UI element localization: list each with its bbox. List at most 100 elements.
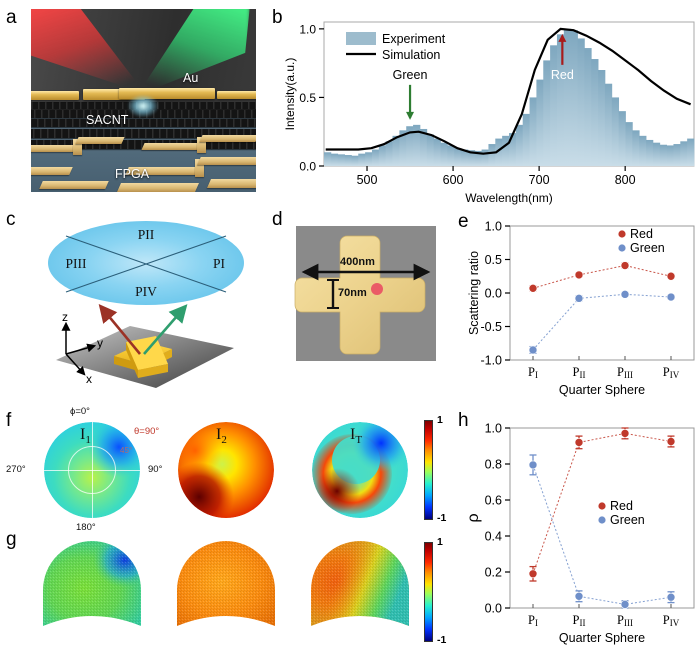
svg-text:-1.0: -1.0 bbox=[480, 354, 502, 368]
data-point-red bbox=[620, 427, 630, 440]
histogram-bar bbox=[440, 142, 448, 166]
spectrum-plot: 0.0 0.5 1.0 500 600 700 800 Wavelength(nm) Inten… bbox=[283, 21, 695, 205]
legend-label-red: Red bbox=[630, 227, 653, 241]
histogram-bar bbox=[454, 148, 462, 166]
histogram-bar bbox=[481, 149, 489, 166]
histogram-bar bbox=[399, 130, 407, 166]
svg-text:PI: PI bbox=[528, 613, 538, 628]
panel-e-chart: -1.0 -0.5 0.0 0.5 1.0 PI PII PIII PIV Quarter Sph… bbox=[462, 212, 700, 402]
y-axis-label: Scattering ratio bbox=[467, 251, 481, 335]
histogram-bar bbox=[502, 135, 510, 166]
svg-text:PII: PII bbox=[573, 613, 586, 628]
excitation-spot bbox=[371, 283, 383, 295]
angle-label-phi0: ϕ=0° bbox=[70, 406, 90, 417]
polar-map-I2 bbox=[178, 422, 274, 518]
histogram-bar bbox=[324, 152, 332, 166]
angle-label-90: 90° bbox=[148, 464, 163, 475]
legend-dot-red bbox=[618, 230, 626, 238]
panel-g-letter: g bbox=[6, 529, 17, 550]
svg-text:0.5: 0.5 bbox=[299, 91, 316, 105]
au-bar-center bbox=[83, 89, 145, 100]
panel-b-letter: b bbox=[272, 7, 283, 28]
legend-label-simulation: Simulation bbox=[382, 48, 440, 62]
histogram-bar bbox=[433, 138, 441, 166]
map-label-I2: I2 bbox=[216, 426, 227, 447]
histogram-bar bbox=[351, 155, 359, 166]
legend-swatch-experiment bbox=[346, 32, 376, 45]
au-bar-left bbox=[31, 91, 79, 100]
svg-text:PI: PI bbox=[528, 365, 538, 380]
histogram-bar bbox=[611, 97, 620, 166]
histogram-bar bbox=[556, 34, 565, 166]
histogram-bar bbox=[639, 135, 647, 166]
legend-label-green: Green bbox=[630, 241, 665, 255]
width-label: 70nm bbox=[338, 287, 367, 299]
colorbar-f bbox=[424, 420, 433, 520]
data-point-red bbox=[528, 284, 538, 293]
data-point-red bbox=[574, 270, 584, 280]
experiment-bars bbox=[324, 28, 695, 167]
histogram-bar bbox=[378, 145, 387, 166]
legend-label-red: Red bbox=[610, 499, 633, 513]
histogram-bar bbox=[687, 138, 695, 166]
histogram-bar bbox=[598, 70, 606, 166]
histogram-bar bbox=[543, 60, 551, 166]
data-point-red bbox=[666, 435, 676, 448]
legend-label-experiment: Experiment bbox=[382, 32, 446, 46]
histogram-bar bbox=[591, 59, 599, 166]
data-point-red bbox=[574, 435, 584, 450]
y-axis-label: ρ bbox=[465, 513, 482, 522]
svg-text:0.0: 0.0 bbox=[485, 602, 502, 616]
quarter-sphere-diagram: PII PI PIII PIV z y x bbox=[48, 221, 244, 388]
rho-plot: 0.0 0.2 0.4 0.6 0.8 1.0 PI PII PIII PIV Quarter Sp… bbox=[465, 422, 695, 645]
colorbar-g-max: 1 bbox=[437, 536, 443, 548]
au-bar-right bbox=[119, 88, 215, 99]
panel-b-chart: 0.0 0.5 1.0 500 600 700 800 Wavelength(nm) Inten… bbox=[280, 8, 698, 205]
hemisphere-ellipse bbox=[48, 221, 244, 305]
au-bar-far-right bbox=[217, 91, 256, 99]
quadrant-label-pi: PI bbox=[213, 256, 226, 271]
angle-label-180: 180° bbox=[76, 522, 96, 533]
histogram-bar bbox=[419, 128, 428, 166]
histogram-bar bbox=[563, 28, 572, 166]
svg-text:PII: PII bbox=[573, 365, 586, 380]
histogram-bar bbox=[652, 142, 661, 166]
histogram-bar bbox=[495, 138, 503, 166]
svg-text:PIII: PIII bbox=[617, 365, 633, 380]
panel-g-maps: 1 -1 bbox=[30, 528, 446, 653]
emission-glow bbox=[128, 95, 158, 117]
svg-text:0.5: 0.5 bbox=[485, 253, 502, 267]
green-scatter-arrow bbox=[143, 304, 188, 355]
histogram-bar bbox=[536, 79, 544, 166]
panel-a-letter: a bbox=[6, 7, 17, 28]
histogram-bar bbox=[673, 144, 681, 166]
x-axis-label: Wavelength(nm) bbox=[465, 191, 553, 205]
histogram-bar bbox=[344, 155, 352, 166]
exp-map-2 bbox=[177, 541, 275, 626]
histogram-bar bbox=[604, 83, 613, 166]
histogram-bar bbox=[659, 144, 667, 166]
histogram-bar bbox=[337, 154, 345, 166]
histogram-bar bbox=[632, 130, 640, 166]
quadrant-label-piv: PIV bbox=[135, 284, 157, 299]
fpga-label: FPGA bbox=[115, 167, 150, 181]
map-label-IT: IT bbox=[350, 426, 363, 447]
nanocross-sem bbox=[294, 226, 436, 361]
legend-dot-green bbox=[618, 244, 626, 252]
svg-text:1.0: 1.0 bbox=[299, 22, 316, 36]
panel-f-maps: I1 ϕ=0° θ=90° 45° 270° 90° 180° I2 bbox=[6, 404, 446, 533]
quadrant-label-piii: PIII bbox=[66, 256, 87, 271]
x-axis-label: Quarter Sphere bbox=[559, 631, 645, 645]
panel-c-letter: c bbox=[6, 209, 16, 230]
svg-text:0.4: 0.4 bbox=[485, 530, 502, 544]
panel-h-chart: 0.0 0.2 0.4 0.6 0.8 1.0 PI PII PIII PIV Quarter Sp… bbox=[462, 412, 700, 652]
histogram-bar bbox=[385, 141, 393, 166]
y-axis-label: Intensity(a.u.) bbox=[283, 58, 297, 131]
axis-triad: z y x bbox=[61, 310, 103, 386]
svg-text:0.2: 0.2 bbox=[485, 566, 502, 580]
svg-text:700: 700 bbox=[529, 173, 550, 187]
data-point-green bbox=[620, 600, 630, 609]
histogram-bar bbox=[509, 133, 517, 166]
svg-text:PIV: PIV bbox=[663, 365, 680, 380]
